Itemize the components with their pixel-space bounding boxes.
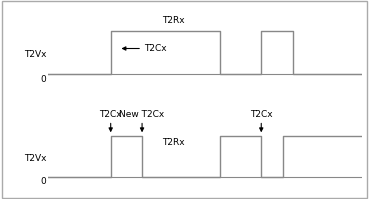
- Text: 0: 0: [41, 177, 46, 186]
- Text: T2Vx: T2Vx: [24, 154, 46, 163]
- Text: T2Vx: T2Vx: [24, 51, 46, 60]
- Text: T2Rx: T2Rx: [162, 16, 185, 25]
- Text: 0: 0: [41, 75, 46, 84]
- Text: T2Cx: T2Cx: [250, 110, 273, 119]
- Text: T2Rx: T2Rx: [162, 139, 185, 147]
- Text: New T2Cx: New T2Cx: [120, 110, 165, 119]
- Text: T2Cx: T2Cx: [99, 110, 122, 119]
- Text: T2Cx: T2Cx: [144, 44, 166, 53]
